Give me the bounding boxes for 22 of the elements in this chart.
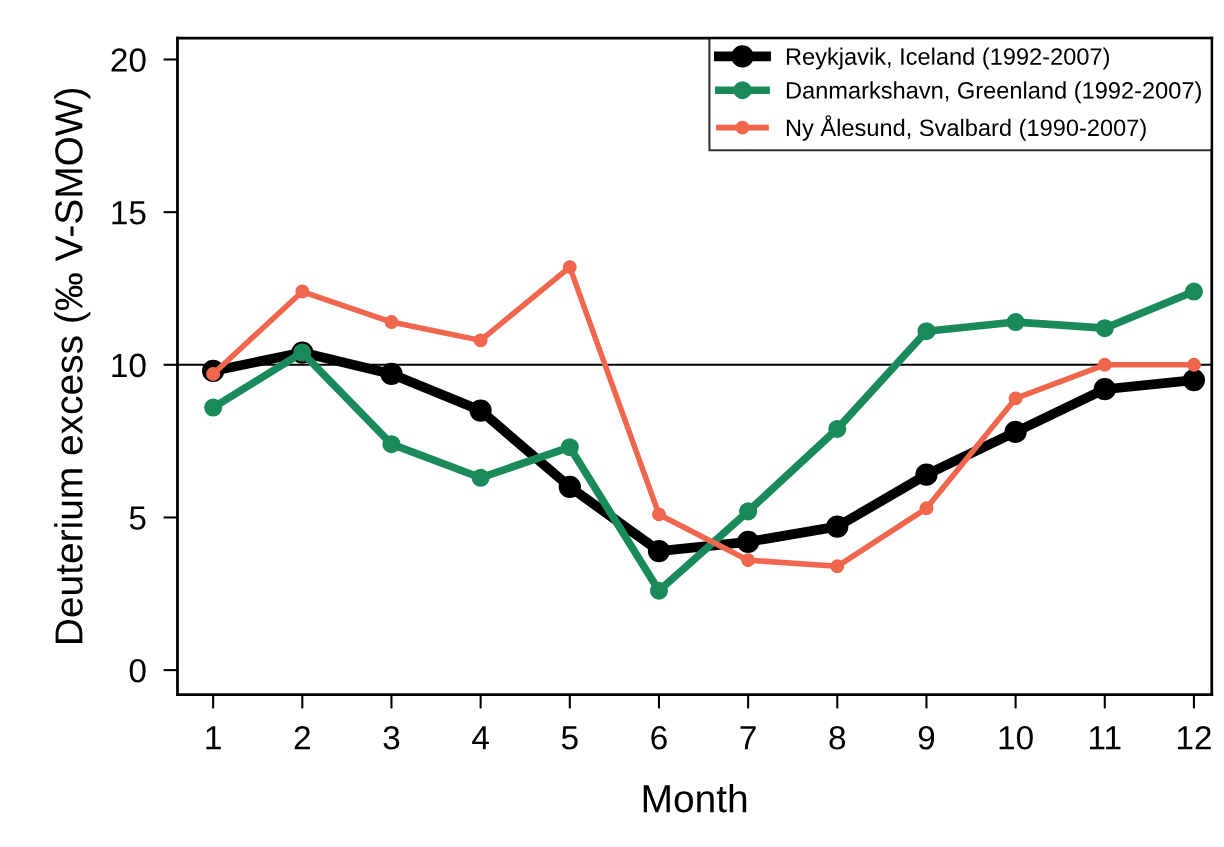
x-tick-label: 9 [918, 725, 935, 750]
x-tick-label: 5 [561, 726, 578, 750]
y-tick-label: 15 [112, 201, 146, 225]
x-tick-label: 3 [383, 725, 400, 750]
legend-label: Reykjavik, Iceland (1992-2007) [786, 47, 1109, 70]
x-tick-label: 11 [1090, 726, 1121, 750]
x-tick-label: 12 [1177, 725, 1211, 750]
legend-label: Ny Ålesund, Svalbard (1990-2007) [786, 115, 1146, 141]
y-tick-label: 0 [129, 658, 146, 683]
x-axis-title: Month [643, 783, 747, 813]
x-tick-label: 8 [829, 725, 846, 750]
y-tick-label: 20 [111, 48, 146, 72]
x-tick-label: 1 [206, 726, 221, 750]
y-tick-label: 5 [129, 506, 146, 530]
legend-label: Danmarkshavn, Greenland (1992-2007) [786, 81, 1201, 104]
y-axis-title: Deuterium excess (‰ V-SMOW) [54, 88, 91, 643]
x-tick-label: 6 [651, 725, 667, 750]
x-tick-label: 7 [740, 726, 756, 750]
x-tick-label: 2 [294, 725, 310, 750]
x-tick-label: 10 [999, 725, 1033, 750]
y-tick-label: 10 [112, 353, 146, 378]
x-tick-label: 4 [472, 726, 489, 750]
